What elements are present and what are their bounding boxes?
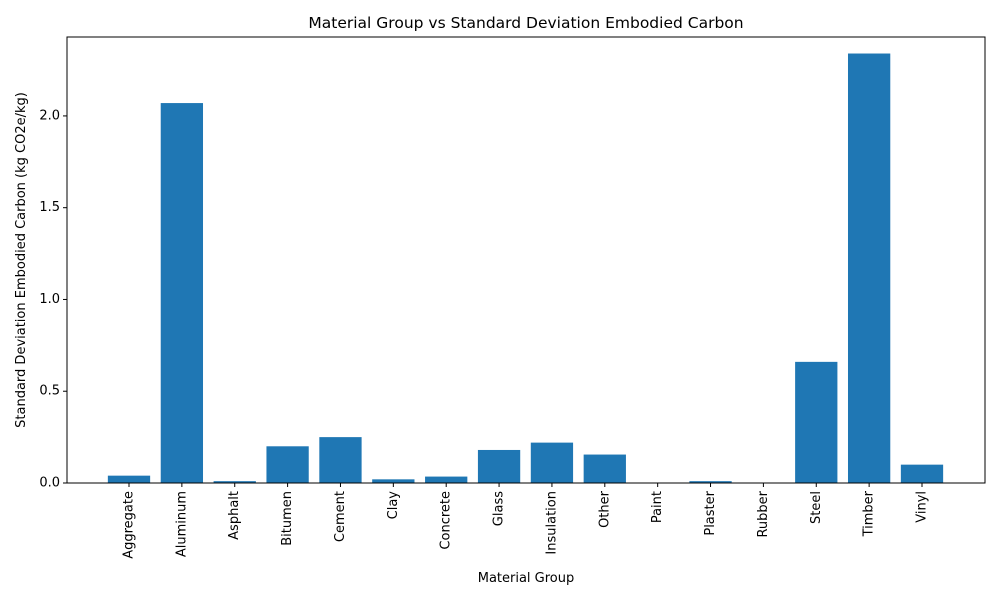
y-tick-label: 0.5 xyxy=(39,384,60,399)
y-tick-label: 1.5 xyxy=(39,200,60,215)
chart-title: Material Group vs Standard Deviation Emb… xyxy=(308,14,743,32)
x-tick-label: Timber xyxy=(862,490,877,537)
x-tick-label: Paint xyxy=(650,491,665,523)
x-tick-label: Insulation xyxy=(544,491,559,555)
x-tick-label: Rubber xyxy=(756,490,771,537)
bar-cement xyxy=(319,437,362,483)
bars-group xyxy=(107,53,944,484)
bar-vinyl xyxy=(900,464,944,483)
bar-aluminum xyxy=(160,103,204,483)
y-tick-label: 1.0 xyxy=(39,292,60,307)
x-tick-label: Asphalt xyxy=(227,491,242,540)
bar-insulation xyxy=(530,442,574,483)
x-tick-label: Bitumen xyxy=(280,491,295,546)
bar-other xyxy=(583,454,626,483)
y-axis: 0.0 0.5 1.0 1.5 2.0 xyxy=(39,108,67,491)
bar-concrete xyxy=(425,476,468,483)
x-axis: Aggregate Aluminum Asphalt Bitumen Cement Cla… xyxy=(122,483,930,559)
y-tick-label: 2.0 xyxy=(39,108,60,123)
x-tick-label: Steel xyxy=(809,491,824,524)
y-axis-label: Standard Deviation Embodied Carbon (kg C… xyxy=(14,92,29,428)
y-tick-label: 0.0 xyxy=(39,476,60,491)
bar-steel xyxy=(795,361,838,483)
x-tick-label: Clay xyxy=(386,491,401,520)
x-tick-label: Vinyl xyxy=(915,491,930,523)
bar-asphalt xyxy=(213,481,256,483)
bar-plaster xyxy=(689,481,732,483)
bar-timber xyxy=(847,53,891,484)
x-tick-label: Cement xyxy=(333,491,348,542)
x-axis-label: Material Group xyxy=(478,571,575,586)
bar-bitumen xyxy=(266,446,309,483)
x-tick-label: Concrete xyxy=(439,491,454,550)
bar-clay xyxy=(372,479,415,483)
plot-frame xyxy=(66,36,986,484)
x-tick-label: Aggregate xyxy=(122,491,137,559)
x-tick-label: Plaster xyxy=(703,490,718,535)
bar-glass xyxy=(477,449,521,483)
x-tick-label: Other xyxy=(597,490,612,528)
bar-aggregate xyxy=(107,475,151,483)
x-tick-label: Aluminum xyxy=(174,491,189,557)
x-tick-label: Glass xyxy=(492,491,507,526)
